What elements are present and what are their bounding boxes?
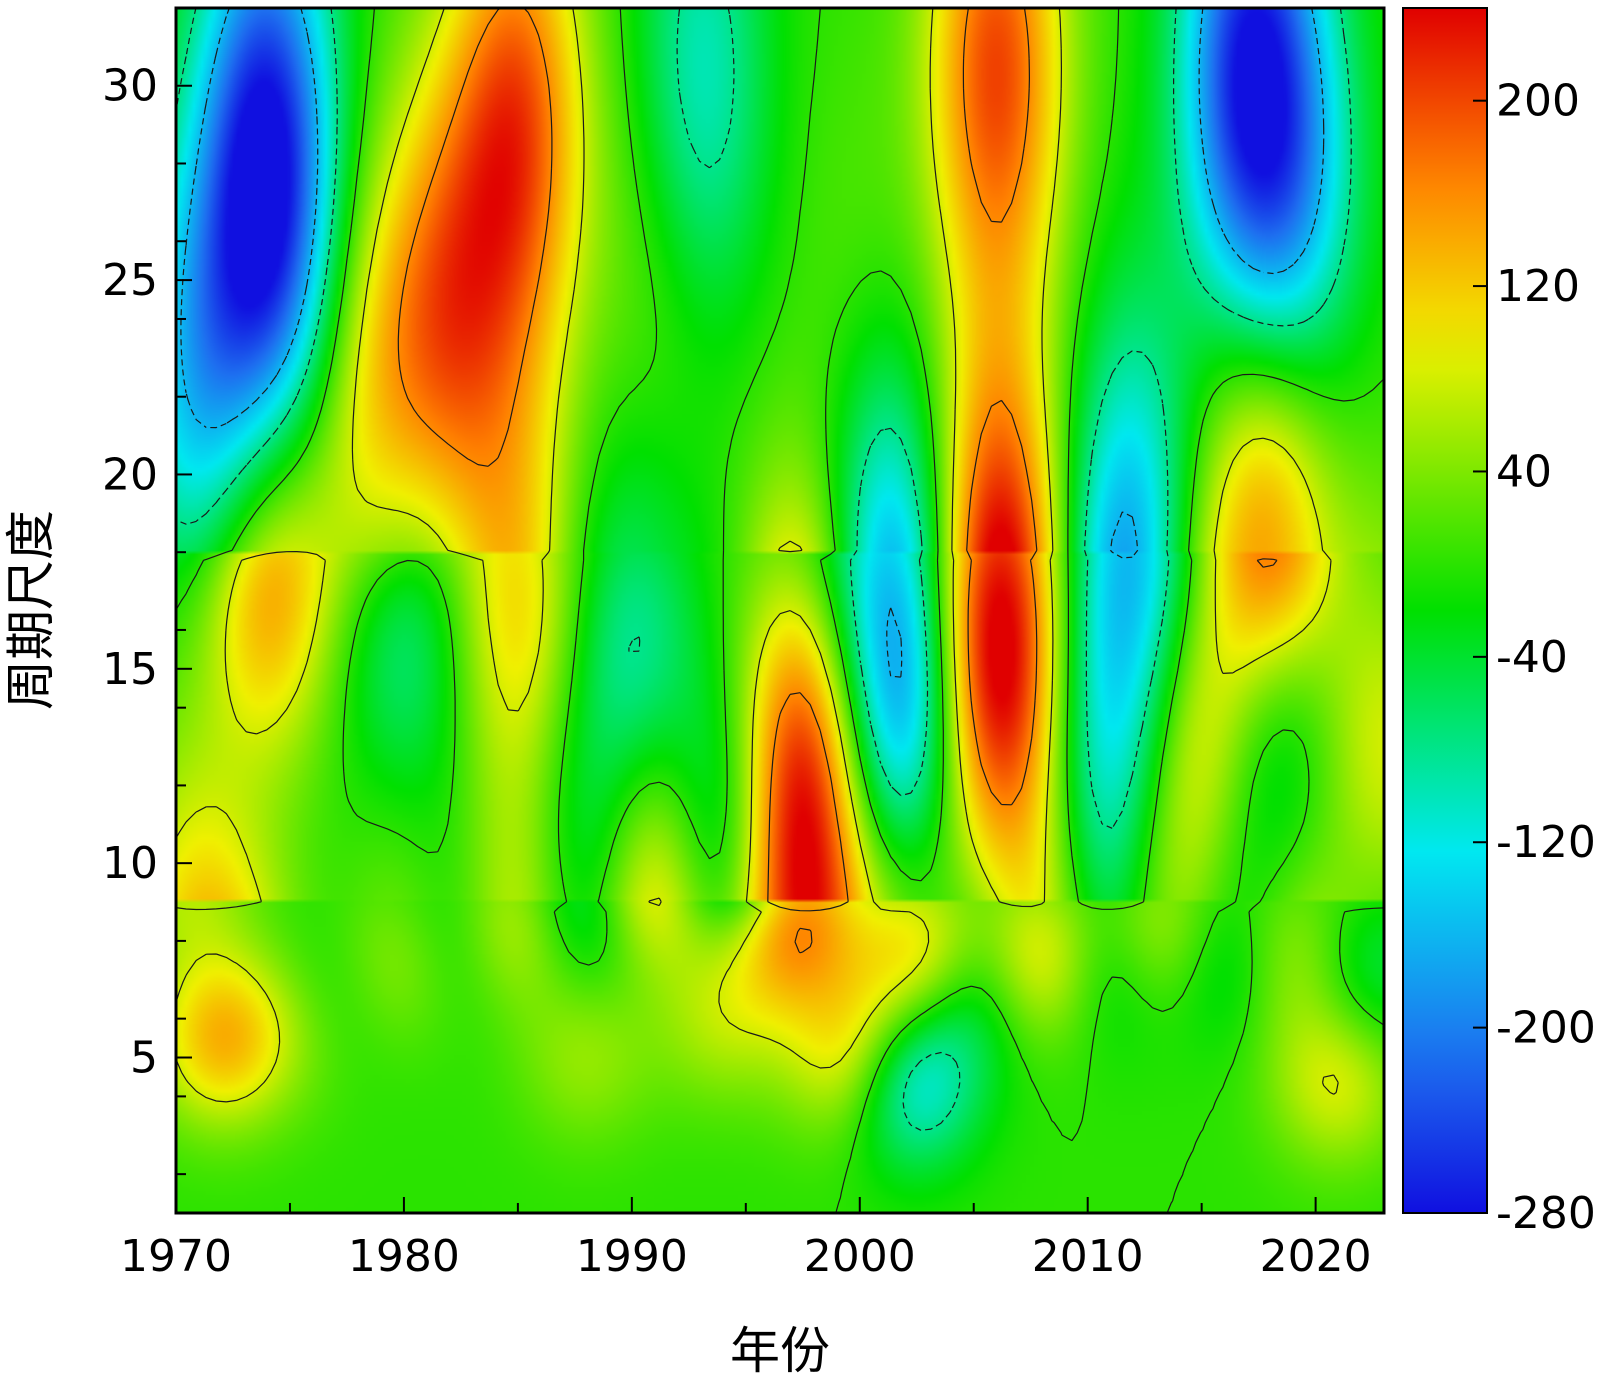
x-tick-label: 1990	[576, 1231, 688, 1282]
contour-line	[176, 8, 1352, 1131]
colorbar-tick-label: -120	[1496, 817, 1596, 868]
plot-frame	[174, 6, 1386, 1215]
x-axis-title: 年份	[730, 1322, 830, 1380]
x-tick-label: 2000	[804, 1231, 916, 1282]
colorbar-tick-label: -280	[1496, 1188, 1596, 1239]
colorbar-tick-label: 40	[1496, 446, 1552, 497]
y-tick-label: 20	[102, 449, 158, 500]
x-tick-label: 1980	[348, 1231, 460, 1282]
x-axis: 1970 1980 1990 2000 2010 2020	[120, 1197, 1372, 1282]
x-tick-label: 1970	[120, 1231, 232, 1282]
colorbar-ticks: 200 120 40 -40 -120 -200 -280	[1473, 76, 1596, 1239]
x-tick-label: 2020	[1260, 1231, 1372, 1282]
colorbar: 200 120 40 -40 -120 -200 -280	[1402, 7, 1596, 1239]
contour-lines	[176, 8, 1384, 1213]
contour-line	[180, 8, 1325, 678]
heatmap-field	[176, 8, 1384, 1213]
y-tick-label: 10	[102, 838, 158, 889]
colorbar-tick-label: -40	[1496, 632, 1568, 683]
y-tick-label: 5	[130, 1033, 158, 1084]
y-axis: 5 10 15 20 25 30	[102, 7, 192, 1176]
contour-line	[397, 8, 1278, 954]
y-tick-label: 15	[102, 644, 158, 695]
contour-line	[176, 8, 1339, 1103]
y-tick-label: 25	[102, 255, 158, 306]
y-axis-title: 周期尺度	[2, 510, 60, 710]
plot-area	[176, 8, 1384, 1213]
contour-line	[176, 8, 1384, 1213]
colorbar-tick-label: 120	[1496, 261, 1580, 312]
colorbar-gradient	[1402, 7, 1488, 1214]
x-tick-label: 2010	[1032, 1231, 1144, 1282]
colorbar-tick-label: 200	[1496, 76, 1580, 127]
y-tick-label: 30	[102, 61, 158, 112]
colorbar-tick-label: -200	[1496, 1003, 1596, 1054]
